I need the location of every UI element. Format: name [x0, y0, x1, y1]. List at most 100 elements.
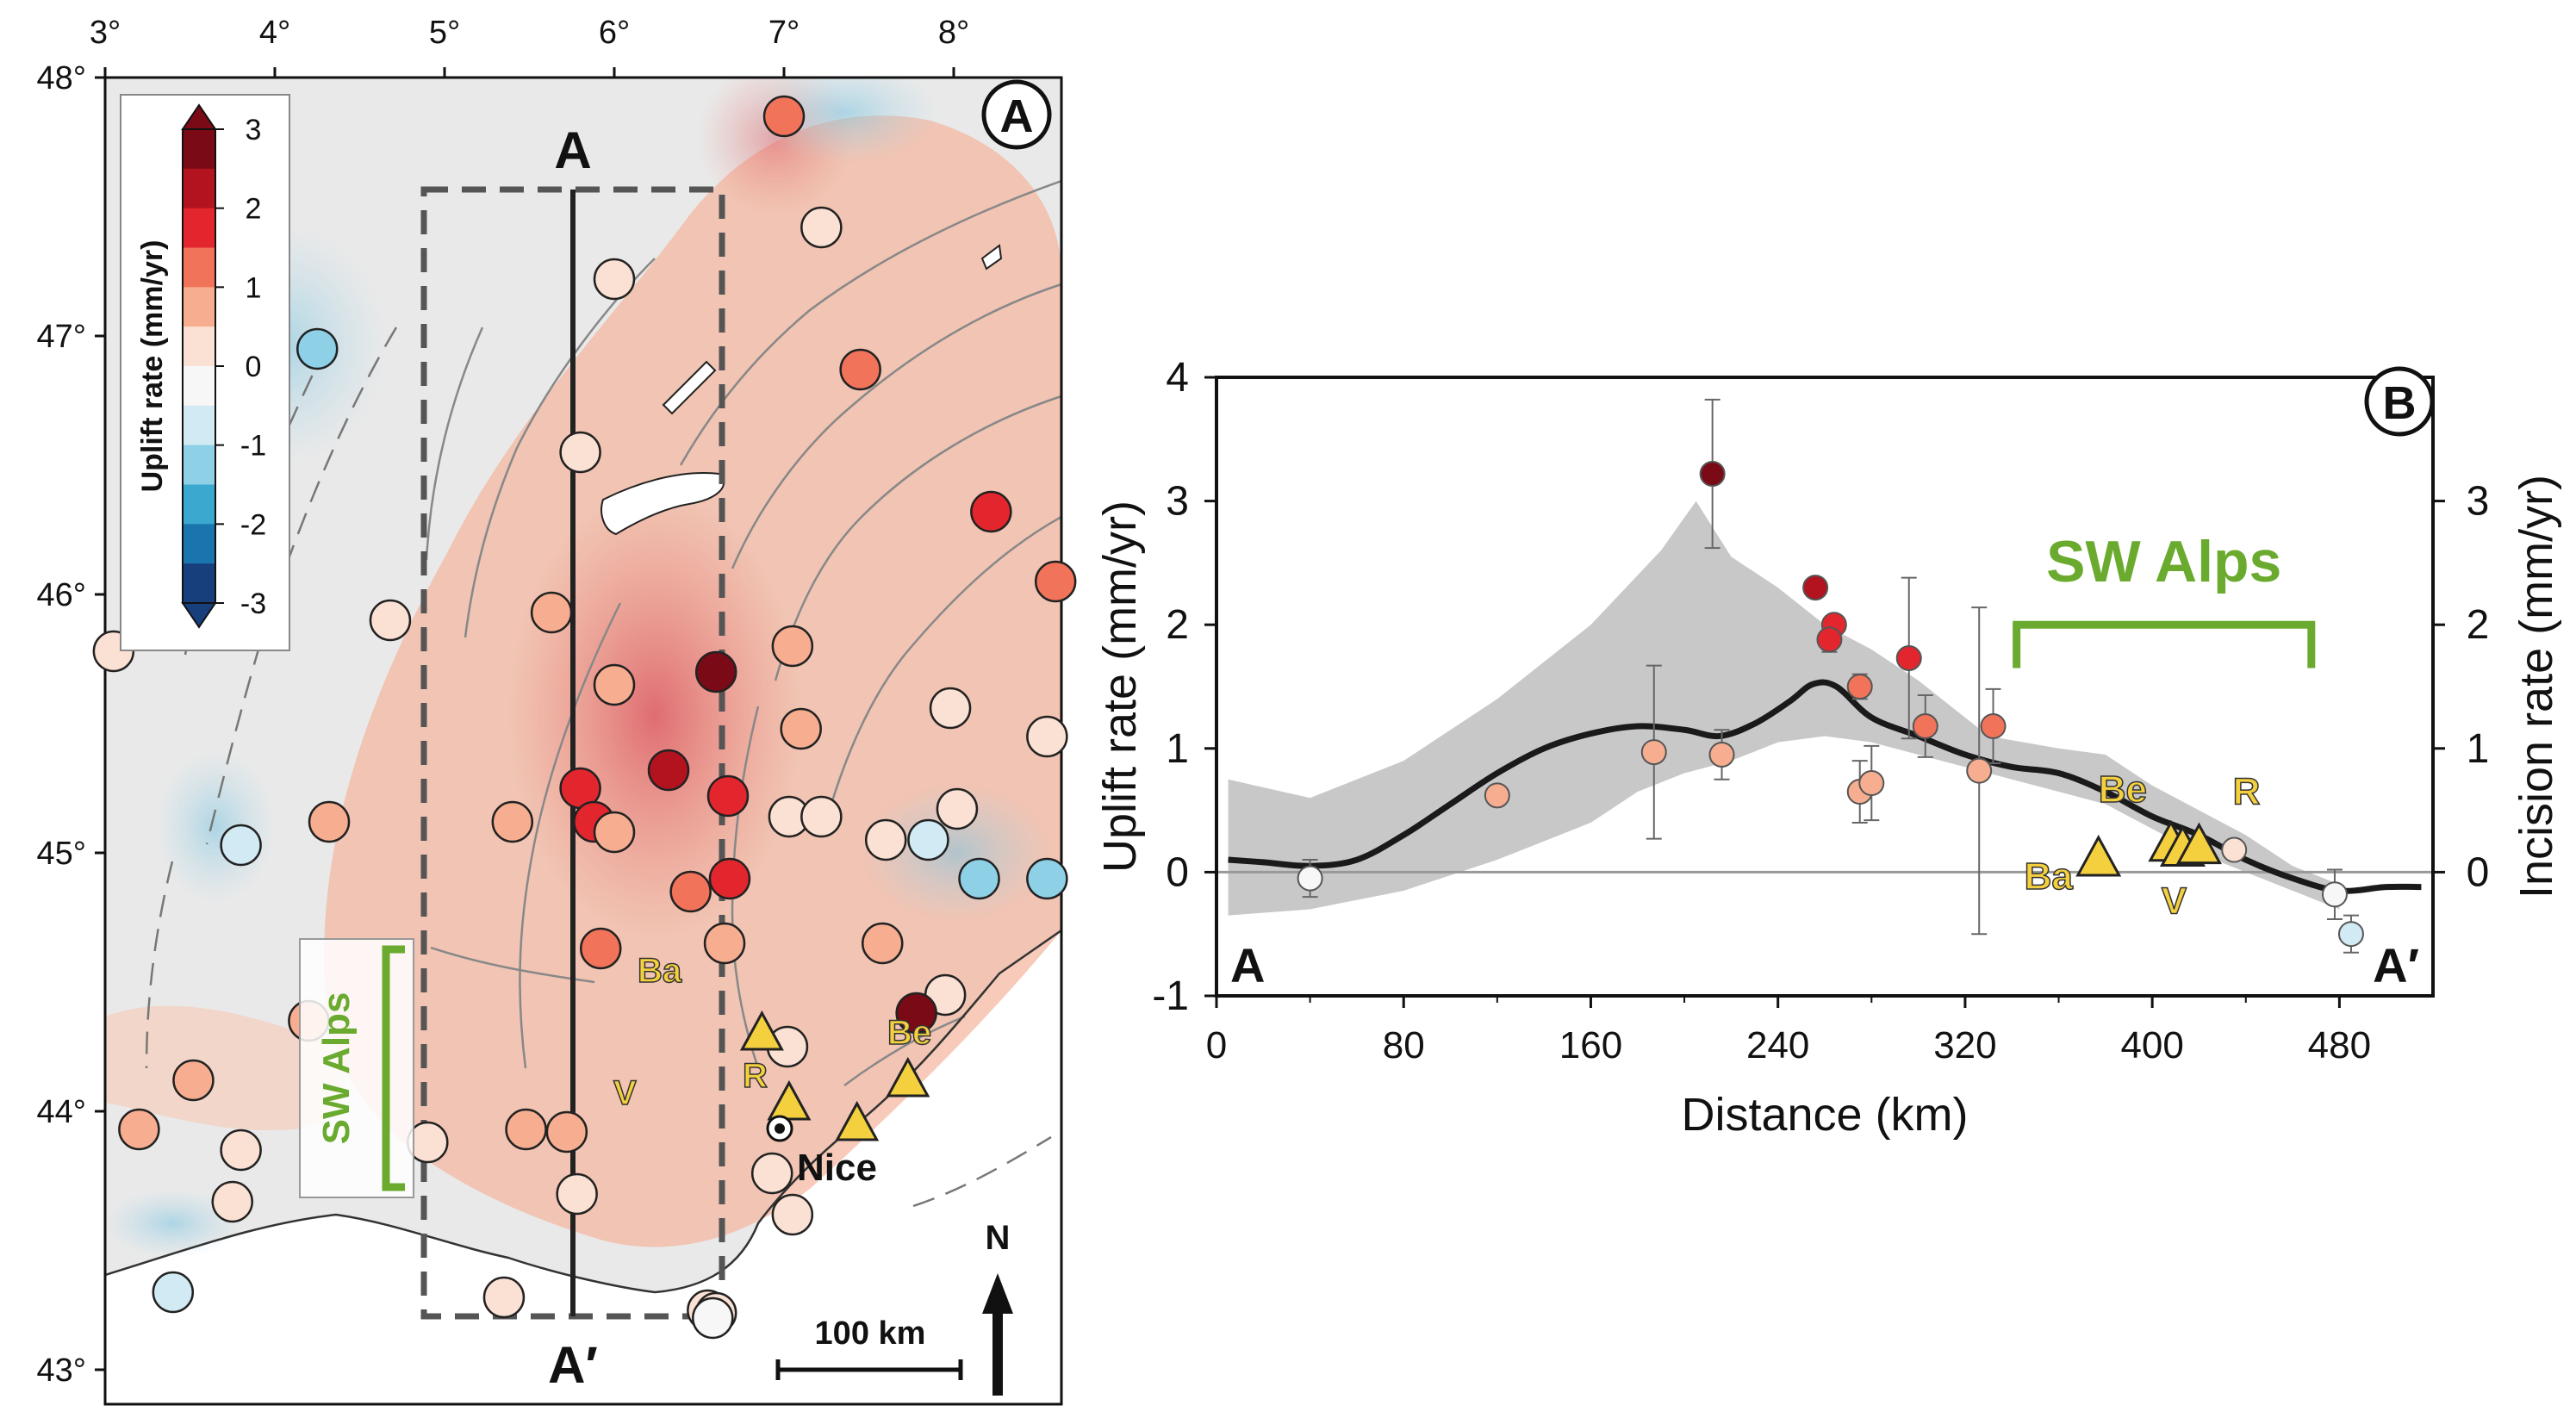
- gps-station: [864, 818, 907, 861]
- gps-station: [308, 800, 351, 843]
- colorbar-swatch: [183, 247, 215, 288]
- incision-site-triangle: [835, 1100, 880, 1141]
- sw-alps-label-map: SW Alps: [315, 992, 358, 1145]
- incision-points: [2075, 819, 2222, 877]
- colorbar-tick-label: 2: [246, 193, 262, 226]
- uplift-point: [1966, 757, 1993, 784]
- gps-station: [706, 774, 750, 818]
- uplift-field-west: [105, 1005, 346, 1131]
- incision-label-v: V: [2162, 880, 2187, 923]
- subsidence-east: [862, 784, 1051, 922]
- subsidence-northeast: [750, 78, 939, 164]
- sea-area: [105, 930, 1061, 1404]
- y-right-tick-label: 1: [2467, 726, 2490, 772]
- lat-tick-label: 44°: [37, 1094, 86, 1130]
- gps-station: [1026, 715, 1068, 758]
- gps-station: [895, 992, 937, 1035]
- gps-station: [220, 824, 262, 867]
- gps-station: [800, 206, 843, 249]
- x-axis-label: Distance (km): [1681, 1089, 1968, 1141]
- colorbar-tick-label: 1: [246, 271, 262, 304]
- uplift-point: [1912, 712, 1938, 739]
- gps-station: [647, 749, 690, 792]
- colorbar-tick-label: -2: [240, 508, 266, 541]
- panel-a-letter: A: [1000, 90, 1034, 142]
- colorbar-tick-label: 3: [246, 114, 262, 146]
- gps-station: [530, 591, 573, 634]
- colorbar-swatch: [183, 524, 215, 564]
- gps-station: [593, 811, 636, 854]
- gps-station: [559, 431, 601, 474]
- lon-tick-label: 8°: [938, 15, 969, 51]
- profile-start-label: A: [554, 121, 591, 179]
- gps-station: [545, 1110, 588, 1154]
- longitude-ticks: 3° 4° 5° 6° 7° 8°: [90, 15, 969, 78]
- lat-tick-label: 45°: [37, 836, 86, 872]
- colorbar-swatch: [183, 445, 215, 485]
- scale-bar-label: 100 km: [815, 1315, 926, 1352]
- site-label-v: V: [613, 1074, 637, 1112]
- gps-station: [958, 857, 1000, 900]
- panel-b-chart: 0 80 160 240 320 400 480 -1 0 1 2 3 4 0 1 2 3 Distance…: [1094, 355, 2562, 1141]
- uplift-point: [2321, 881, 2348, 908]
- panel-b-letter: B: [2383, 377, 2417, 429]
- panel-a-badge: [981, 79, 1052, 150]
- start-label-b: A: [1230, 938, 1265, 992]
- x-tick-label: 400: [2120, 1024, 2183, 1066]
- colorbar-swatch: [183, 563, 215, 604]
- uplift-point: [1846, 674, 1873, 700]
- gps-station: [970, 490, 1012, 533]
- colorbar-swatch: [183, 326, 215, 367]
- lake-neuchatel: [662, 360, 717, 415]
- gps-station: [703, 922, 746, 965]
- gps-station: [762, 95, 806, 138]
- x-tick-label: 0: [1206, 1024, 1227, 1066]
- incision-label-r: R: [2233, 771, 2261, 813]
- subsidence-central-west: [155, 749, 276, 905]
- x-tick-label: 240: [1746, 1024, 1809, 1066]
- colorbar-swatch: [183, 405, 215, 446]
- gps-station: [1026, 857, 1068, 900]
- colorbar-swatch: [183, 208, 215, 248]
- gps-station: [1034, 560, 1077, 603]
- uplift-point: [2221, 836, 2248, 863]
- panel-a-map: 3° 4° 5° 6° 7° 8° 48°47°46°45°44°43° A A′ Ba …: [37, 15, 1077, 1406]
- x-tick-label: 480: [2308, 1024, 2371, 1066]
- gps-station: [593, 258, 636, 301]
- gps-station: [172, 1059, 215, 1102]
- incision-point: [2075, 834, 2122, 877]
- colorbar-swatch: [183, 287, 215, 327]
- x-axis-ticks: 0 80 160 240 320 400 480: [1206, 996, 2371, 1066]
- sw-alps-label-box: [299, 938, 414, 1198]
- smoothed-uplift-line: [1228, 679, 2422, 894]
- y-axis-ticks: -1 0 1 2 3 4: [1152, 355, 1216, 1019]
- site-label-r: R: [743, 1057, 768, 1095]
- uplift-hotspot: [508, 491, 801, 939]
- gps-station: [505, 1108, 547, 1151]
- nice-label: Nice: [797, 1147, 877, 1189]
- uplift-point: [1708, 741, 1735, 768]
- latitude-ticks: 48° 47° 46° 45° 44° 43°: [37, 60, 105, 1389]
- gps-station: [800, 795, 843, 838]
- lon-tick-label: 4°: [259, 15, 290, 51]
- scale-bar: [775, 1359, 963, 1380]
- colorbar-title: Uplift rate (mm/yr): [136, 240, 169, 493]
- y-tick-label: 2: [1166, 602, 1189, 648]
- lake-geneva: [600, 472, 725, 536]
- north-arrow-icon: [982, 1273, 1013, 1396]
- incision-label-ba: Ba: [2025, 855, 2074, 898]
- incision-site-triangle: [739, 1010, 784, 1051]
- incision-sites: [739, 1010, 930, 1141]
- colorbar-swatch: [183, 168, 215, 209]
- lat-tick-label: 47°: [37, 319, 86, 355]
- y-right-tick-label: 2: [2467, 602, 2490, 648]
- incision-site-triangle: [886, 1056, 930, 1098]
- chart-frame: [1215, 376, 2435, 998]
- colorbar-tick-label: -3: [240, 588, 266, 620]
- colorbar-swatch: [183, 129, 215, 170]
- gps-station: [118, 1108, 160, 1151]
- uplift-point: [1297, 865, 1323, 892]
- smoothed-curve: [1228, 679, 2422, 894]
- colorbar-swatch: [183, 366, 215, 407]
